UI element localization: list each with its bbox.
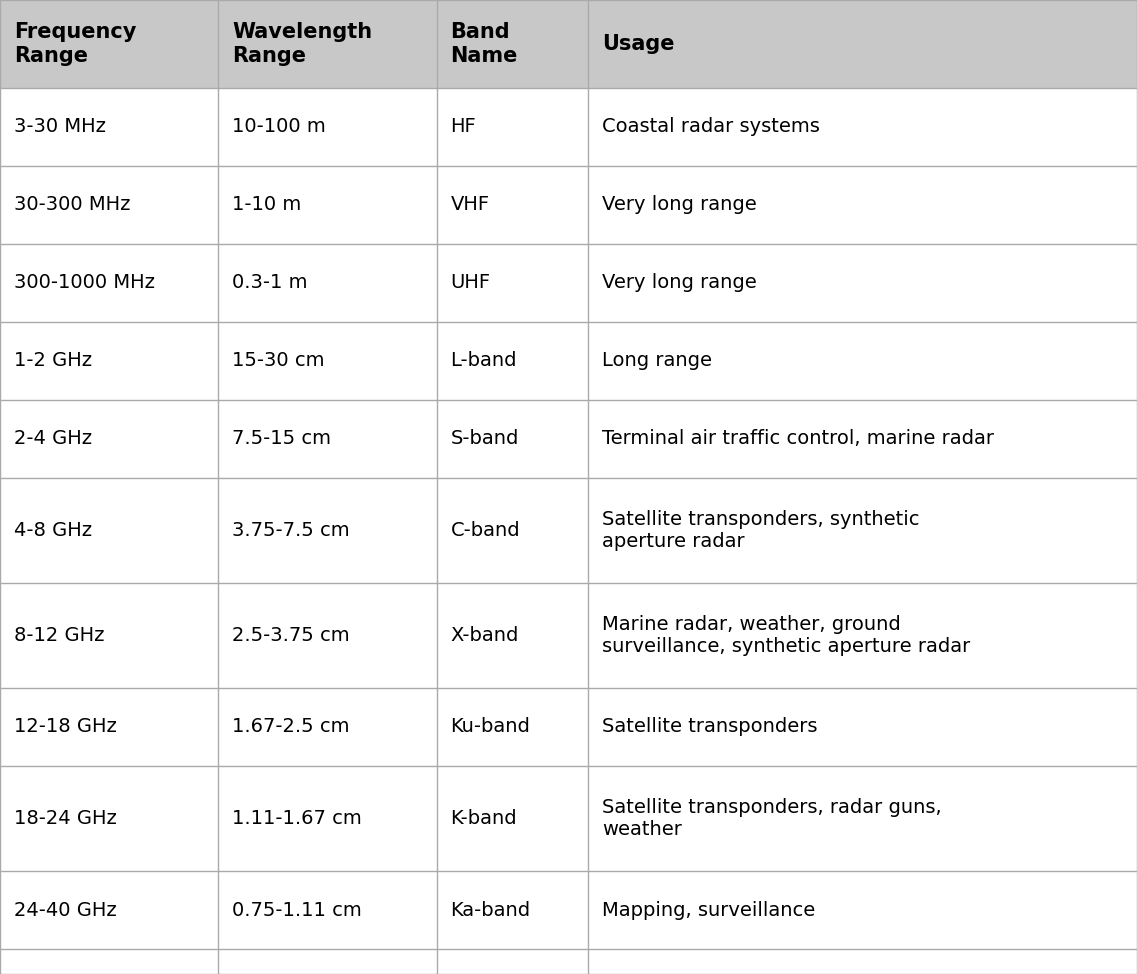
Text: 18-24 GHz: 18-24 GHz [14, 809, 117, 828]
Text: HF: HF [450, 118, 476, 136]
Text: Ka-band: Ka-band [450, 901, 531, 919]
Text: 1.67-2.5 cm: 1.67-2.5 cm [232, 718, 350, 736]
Text: Marine radar, weather, ground
surveillance, synthetic aperture radar: Marine radar, weather, ground surveillan… [601, 615, 970, 656]
Text: 300-1000 MHz: 300-1000 MHz [14, 274, 155, 292]
Bar [0, 244, 1137, 322]
Text: 15-30 cm: 15-30 cm [232, 352, 325, 370]
Text: 0.3-1 m: 0.3-1 m [232, 274, 308, 292]
Text: S-band: S-band [450, 430, 518, 448]
Text: Satellite transponders, radar guns,
weather: Satellite transponders, radar guns, weat… [601, 798, 941, 839]
Text: Ku-band: Ku-band [450, 718, 531, 736]
Text: Very long range: Very long range [601, 274, 756, 292]
Text: 4-8 GHz: 4-8 GHz [14, 521, 92, 540]
Text: 10-100 m: 10-100 m [232, 118, 326, 136]
Text: Long range: Long range [601, 352, 712, 370]
Text: C-band: C-band [450, 521, 521, 540]
Text: Very long range: Very long range [601, 196, 756, 214]
Text: 0.75-1.11 cm: 0.75-1.11 cm [232, 901, 362, 919]
Bar [0, 88, 1137, 166]
Text: VHF: VHF [450, 196, 490, 214]
Text: Wavelength
Range: Wavelength Range [232, 22, 373, 65]
Text: Mapping, surveillance: Mapping, surveillance [601, 901, 815, 919]
Text: 1-2 GHz: 1-2 GHz [14, 352, 92, 370]
Text: 24-40 GHz: 24-40 GHz [14, 901, 117, 919]
Text: Satellite transponders, synthetic
aperture radar: Satellite transponders, synthetic apertu… [601, 510, 920, 551]
Bar [0, 322, 1137, 400]
Text: 8-12 GHz: 8-12 GHz [14, 626, 105, 645]
Text: 30-300 MHz: 30-300 MHz [14, 196, 131, 214]
Text: Terminal air traffic control, marine radar: Terminal air traffic control, marine rad… [601, 430, 994, 448]
Bar [0, 166, 1137, 244]
Bar [0, 0, 1137, 88]
Text: 1-10 m: 1-10 m [232, 196, 301, 214]
Text: 7.5-15 cm: 7.5-15 cm [232, 430, 331, 448]
Text: L-band: L-band [450, 352, 517, 370]
Text: Band
Name: Band Name [450, 22, 518, 65]
Bar [0, 400, 1137, 478]
Text: K-band: K-band [450, 809, 517, 828]
Text: Coastal radar systems: Coastal radar systems [601, 118, 820, 136]
Text: Usage: Usage [601, 34, 674, 54]
Text: 12-18 GHz: 12-18 GHz [14, 718, 117, 736]
Bar [0, 583, 1137, 688]
Text: Frequency
Range: Frequency Range [14, 22, 136, 65]
Text: 2.5-3.75 cm: 2.5-3.75 cm [232, 626, 350, 645]
Text: 1.11-1.67 cm: 1.11-1.67 cm [232, 809, 362, 828]
Bar [0, 478, 1137, 583]
Text: 2-4 GHz: 2-4 GHz [14, 430, 92, 448]
Text: UHF: UHF [450, 274, 491, 292]
Text: X-band: X-band [450, 626, 518, 645]
Text: 3-30 MHz: 3-30 MHz [14, 118, 106, 136]
Bar [0, 871, 1137, 949]
Text: Satellite transponders: Satellite transponders [601, 718, 818, 736]
Bar [0, 688, 1137, 766]
Text: 3.75-7.5 cm: 3.75-7.5 cm [232, 521, 350, 540]
Bar [0, 766, 1137, 871]
